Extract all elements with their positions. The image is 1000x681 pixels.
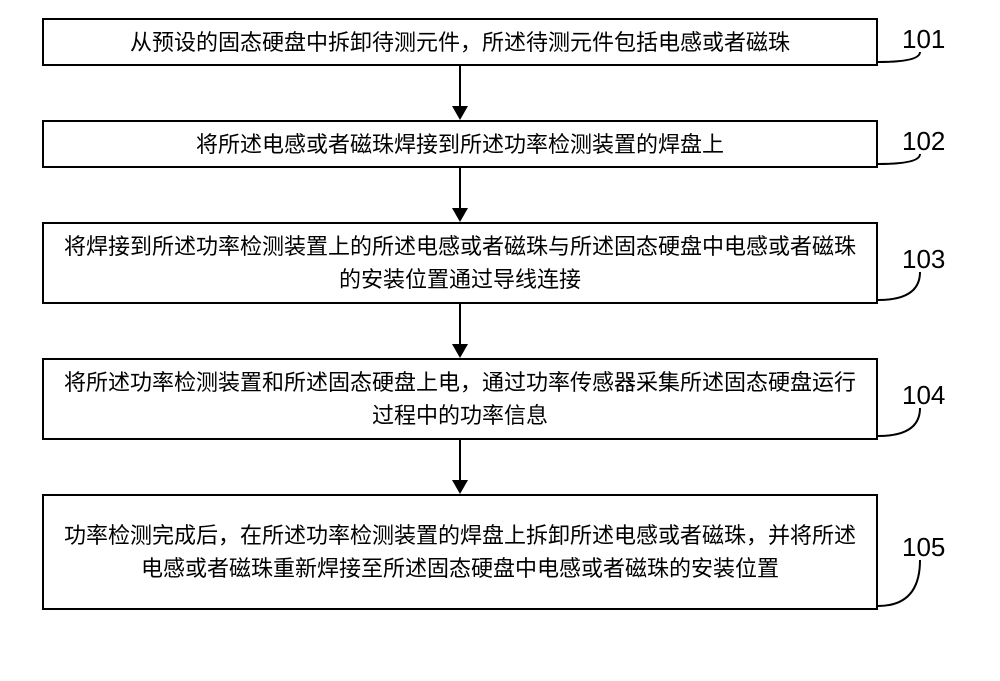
flowchart-step-105: 功率检测完成后，在所述功率检测装置的焊盘上拆卸所述电感或者磁珠，并将所述电感或者… [42,494,878,610]
flowchart-container: 从预设的固态硬盘中拆卸待测元件，所述待测元件包括电感或者磁珠101将所述电感或者… [0,0,1000,681]
flow-arrow-2 [445,168,475,222]
flowchart-step-102: 将所述电感或者磁珠焊接到所述功率检测装置的焊盘上 [42,120,878,168]
flowchart-step-101: 从预设的固态硬盘中拆卸待测元件，所述待测元件包括电感或者磁珠 [42,18,878,66]
connector-104 [876,406,922,438]
step-text: 将所述功率检测装置和所述固态硬盘上电，通过功率传感器采集所述固态硬盘运行过程中的… [60,366,860,432]
flow-arrow-3 [445,304,475,358]
flowchart-step-104: 将所述功率检测装置和所述固态硬盘上电，通过功率传感器采集所述固态硬盘运行过程中的… [42,358,878,440]
flow-arrow-1 [445,66,475,120]
connector-105 [876,558,922,608]
step-text: 功率检测完成后，在所述功率检测装置的焊盘上拆卸所述电感或者磁珠，并将所述电感或者… [60,519,860,585]
step-text: 将焊接到所述功率检测装置上的所述电感或者磁珠与所述固态硬盘中电感或者磁珠的安装位… [60,230,860,296]
step-text: 将所述电感或者磁珠焊接到所述功率检测装置的焊盘上 [196,128,724,161]
step-text: 从预设的固态硬盘中拆卸待测元件，所述待测元件包括电感或者磁珠 [130,26,790,59]
connector-101 [876,50,922,64]
connector-102 [876,152,922,166]
connector-103 [876,270,922,302]
flow-arrow-4 [445,440,475,494]
flowchart-step-103: 将焊接到所述功率检测装置上的所述电感或者磁珠与所述固态硬盘中电感或者磁珠的安装位… [42,222,878,304]
